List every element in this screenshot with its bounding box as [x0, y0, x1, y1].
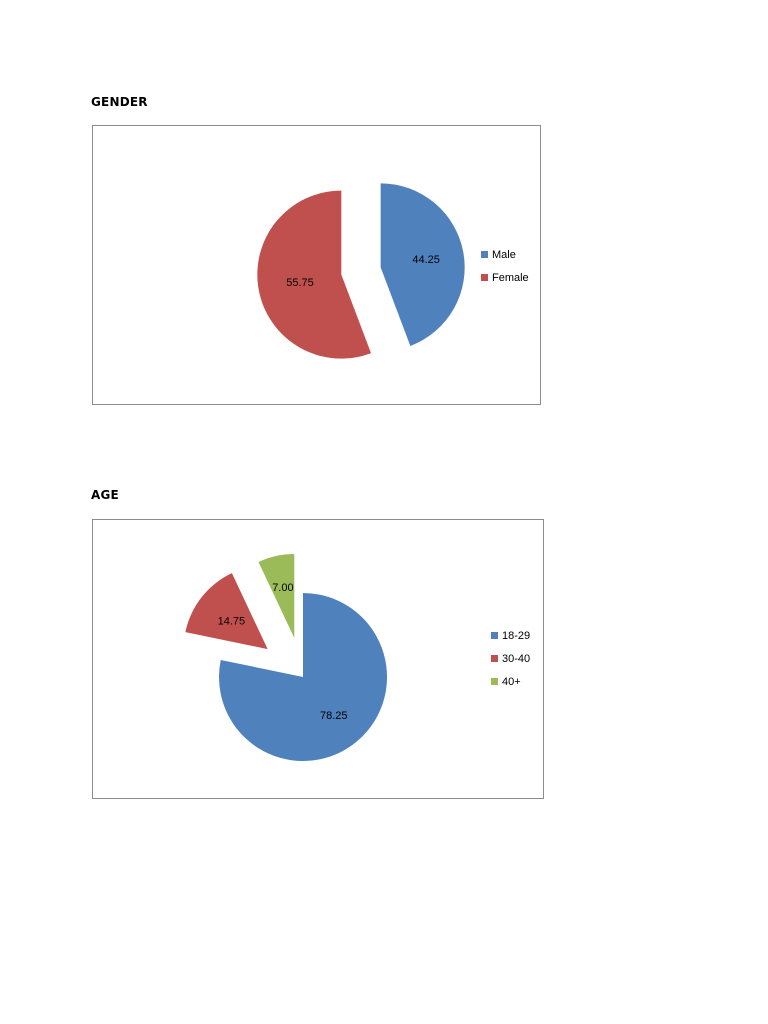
age-legend-swatch [491, 655, 498, 662]
gender-legend: Male Female [481, 243, 529, 289]
gender-legend-label: Male [492, 248, 516, 261]
gender-slice-male [380, 183, 465, 346]
gender-pie-chart: 44.25 55.75 Male Female [92, 125, 541, 405]
gender-pie-plot: 44.25 55.75 [257, 183, 465, 359]
gender-chart-title: GENDER [91, 95, 148, 109]
age-slice-18-29 [219, 593, 387, 761]
age-legend: 18-29 30-40 40+ [491, 624, 530, 693]
age-slice-40 [258, 553, 295, 638]
age-legend-item-30-40: 30-40 [491, 647, 530, 670]
gender-data-label-male: 44.25 [412, 254, 440, 266]
age-pie-plot: 78.25 14.75 7.00 [185, 553, 387, 761]
age-data-label-18-29: 78.25 [320, 710, 348, 722]
gender-legend-label: Female [492, 271, 529, 284]
gender-legend-swatch [481, 274, 488, 281]
gender-legend-item-female: Female [481, 266, 529, 289]
gender-legend-swatch [481, 251, 488, 258]
age-data-label-40: 7.00 [272, 582, 293, 594]
age-chart-title: AGE [91, 488, 119, 502]
age-legend-item-18-29: 18-29 [491, 624, 530, 647]
age-legend-label: 40+ [502, 675, 521, 688]
age-legend-label: 30-40 [502, 652, 531, 665]
age-pie-chart: 78.25 14.75 7.00 18-29 30-40 40+ [92, 519, 544, 799]
age-data-label-30-40: 14.75 [218, 616, 246, 628]
gender-legend-item-male: Male [481, 243, 529, 266]
age-legend-swatch [491, 678, 498, 685]
age-legend-label: 18-29 [502, 629, 531, 642]
age-legend-item-40: 40+ [491, 670, 530, 693]
age-legend-swatch [491, 632, 498, 639]
gender-data-label-female: 55.75 [286, 277, 314, 289]
gender-slice-female [257, 190, 372, 359]
age-slice-30-40 [185, 573, 268, 650]
